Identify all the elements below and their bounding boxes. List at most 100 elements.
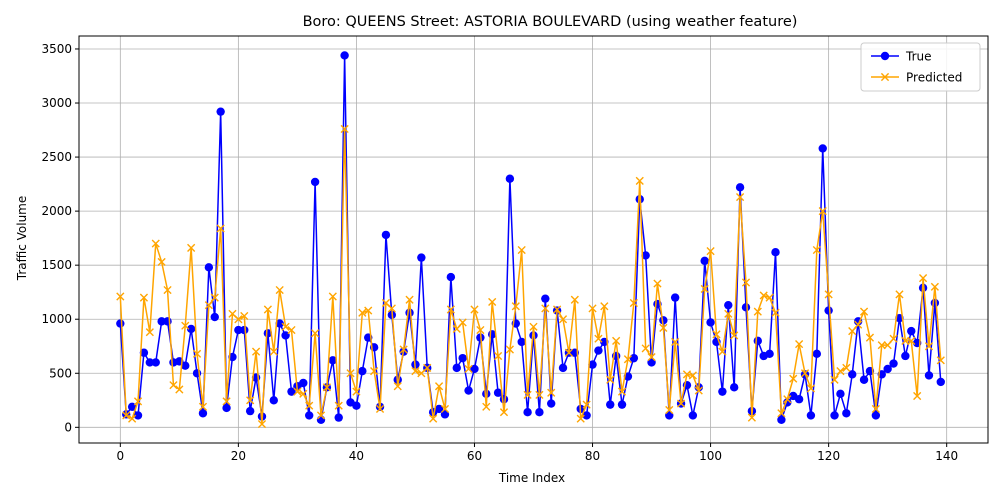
data-point [245, 406, 255, 416]
y-tick-label: 1000 [41, 312, 72, 326]
data-point [558, 363, 568, 373]
data-point [924, 342, 934, 351]
data-point [795, 339, 804, 349]
data-point [783, 395, 792, 404]
data-point [818, 144, 827, 153]
data-point [493, 351, 503, 361]
data-point [192, 349, 202, 358]
data-point [240, 311, 249, 321]
data-point [210, 312, 219, 322]
data-point [505, 345, 514, 354]
data-point [405, 308, 414, 317]
data-point [175, 385, 184, 394]
data-point [334, 401, 343, 410]
data-point [612, 336, 621, 345]
data-point [204, 263, 214, 272]
data-point [653, 279, 662, 288]
data-point [393, 382, 402, 391]
data-point [499, 408, 509, 417]
data-point [275, 319, 284, 328]
data-point [671, 337, 680, 347]
data-point [812, 349, 822, 359]
data-point [251, 347, 261, 356]
data-point [334, 413, 343, 422]
data-point [812, 245, 821, 255]
data-point [169, 381, 178, 390]
data-point [116, 292, 125, 301]
y-tick-label: 2500 [41, 150, 72, 164]
data-point [706, 318, 715, 327]
data-point [688, 371, 697, 380]
y-axis-label: Traffic Volume [15, 196, 29, 282]
data-point [493, 388, 503, 397]
legend-marker [880, 72, 890, 82]
data-point [629, 353, 639, 363]
data-point [163, 317, 172, 326]
data-point [440, 410, 450, 419]
data-point [452, 324, 461, 334]
data-point [440, 404, 450, 414]
data-point [865, 333, 875, 342]
data-point [311, 329, 320, 338]
data-point [352, 387, 361, 396]
chart-title: Boro: QUEENS Street: ASTORIA BOULEVARD (… [303, 14, 798, 30]
data-point [647, 358, 656, 367]
data-point [222, 397, 231, 406]
data-point [541, 294, 550, 303]
data-point [564, 348, 574, 357]
data-point [918, 274, 928, 283]
data-point [499, 395, 509, 404]
data-point [417, 253, 426, 262]
data-point [470, 305, 479, 314]
data-point [434, 382, 444, 391]
data-point [670, 293, 680, 302]
data-point [139, 293, 149, 302]
data-point [358, 366, 367, 376]
data-point [753, 336, 762, 346]
data-point [629, 298, 638, 308]
data-point [883, 341, 892, 350]
data-point [606, 400, 615, 409]
data-point [913, 391, 922, 401]
data-point [930, 298, 940, 308]
data-point [547, 388, 556, 397]
data-point [759, 291, 768, 300]
data-point [659, 323, 668, 332]
data-point [122, 411, 131, 420]
data-point [505, 174, 515, 183]
data-point [151, 239, 160, 248]
data-point [558, 315, 568, 324]
plot-area-frame [78, 35, 989, 444]
data-point [281, 322, 290, 331]
data-point [529, 322, 538, 331]
data-point [877, 341, 886, 350]
data-point [824, 306, 833, 315]
data-point [299, 389, 308, 398]
data-point [287, 325, 296, 335]
series-predicted [116, 124, 945, 429]
data-point [830, 411, 839, 420]
data-point [724, 309, 733, 318]
data-point [535, 390, 544, 399]
data-point [310, 177, 320, 187]
data-point [924, 371, 934, 380]
data-point [848, 370, 857, 379]
data-point [836, 367, 845, 376]
data-point [859, 307, 869, 316]
y-tick-label: 500 [49, 366, 72, 380]
data-point [706, 247, 715, 256]
data-point [511, 302, 520, 311]
data-point [181, 361, 190, 370]
data-point [370, 367, 379, 376]
data-point [210, 293, 219, 302]
data-point [234, 325, 243, 335]
data-point [859, 375, 869, 384]
x-axis-label: Time Index [498, 471, 565, 485]
legend-entry: True [871, 50, 932, 64]
data-point [305, 401, 314, 410]
data-point [854, 320, 863, 329]
x-tick-label: 0 [116, 449, 124, 463]
data-point [446, 272, 456, 282]
data-point [275, 285, 284, 295]
data-point [735, 192, 745, 202]
